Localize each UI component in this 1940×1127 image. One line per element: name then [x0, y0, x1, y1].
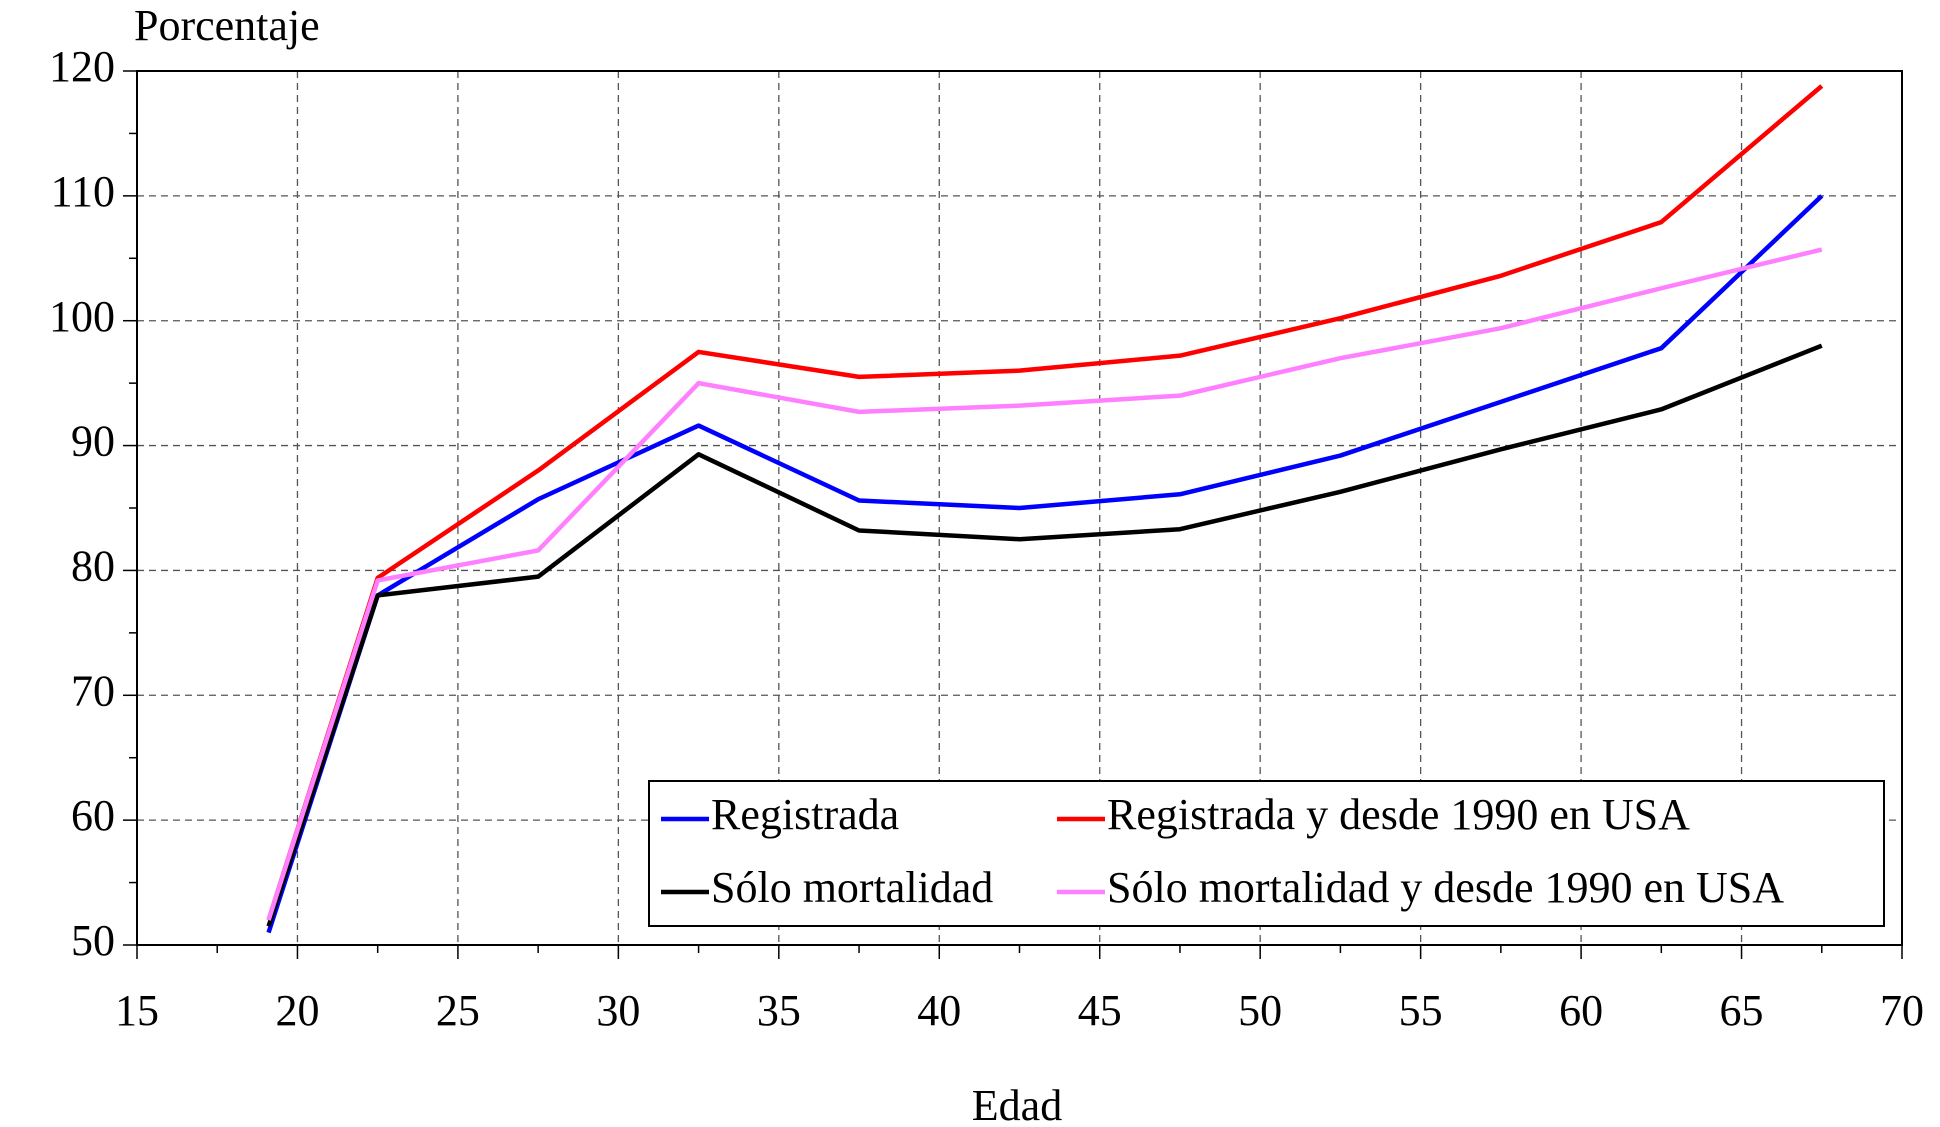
legend-label: Registrada y desde 1990 en USA	[1107, 790, 1690, 839]
x-tick-label: 40	[917, 986, 961, 1035]
x-tick-label: 30	[596, 986, 640, 1035]
legend-label: Registrada	[711, 790, 899, 839]
x-tick-label: 50	[1238, 986, 1282, 1035]
x-tick-label: 65	[1720, 986, 1764, 1035]
series-line	[266, 247, 1823, 921]
y-tick-label: 70	[71, 666, 115, 715]
x-tick-label: 70	[1880, 986, 1924, 1035]
legend-box	[648, 780, 1885, 927]
y-tick-label: 120	[49, 42, 115, 91]
y-tick-label: 80	[71, 542, 115, 591]
legend-label: Sólo mortalidad	[711, 863, 993, 912]
y-tick-label: 50	[71, 916, 115, 965]
y-tick-label: 60	[71, 791, 115, 840]
y-tick-label: 90	[71, 417, 115, 466]
x-tick-label: 35	[757, 986, 801, 1035]
series-line	[266, 343, 1823, 927]
x-tick-label: 25	[436, 986, 480, 1035]
legend: Registrada Registrada y desde 1990 en USA…	[648, 780, 1885, 927]
y-axis-label: Porcentaje	[134, 1, 320, 50]
y-tick-label: 110	[51, 167, 115, 216]
x-tick-label: 60	[1559, 986, 1603, 1035]
x-tick-label: 55	[1399, 986, 1443, 1035]
x-tick-label: 20	[275, 986, 319, 1035]
x-tick-label: 15	[115, 986, 159, 1035]
legend-label: Sólo mortalidad y desde 1990 en USA	[1107, 863, 1784, 912]
x-tick-label: 45	[1078, 986, 1122, 1035]
x-axis-label: Edad	[972, 1081, 1062, 1127]
series-line	[266, 84, 1824, 921]
plot-frame	[136, 70, 1903, 946]
y-tick-label: 100	[49, 292, 115, 341]
series-line	[266, 194, 1824, 934]
